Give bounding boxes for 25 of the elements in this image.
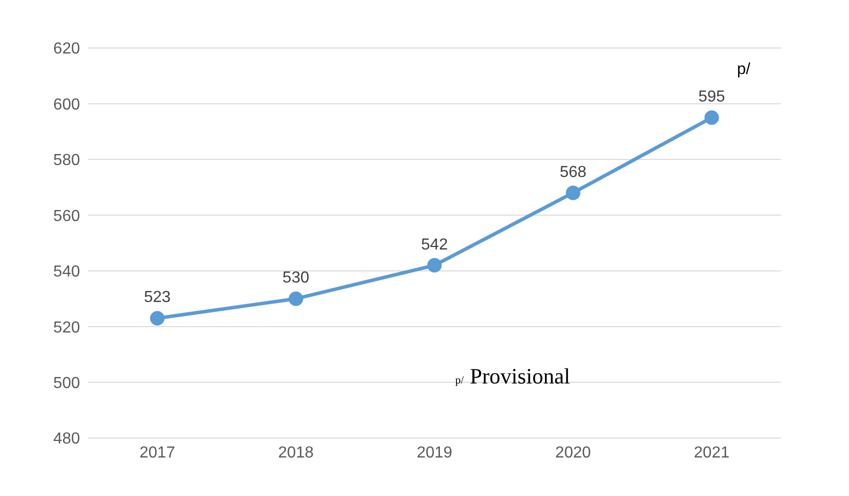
point [150, 310, 165, 326]
x-tick-label: 2017 [140, 444, 176, 462]
x-tick-label: 2020 [555, 444, 591, 462]
annotation: p/ Provisional [455, 363, 570, 388]
annotation: p/ [737, 61, 751, 78]
point [427, 258, 442, 273]
point [288, 291, 304, 306]
y-tick-label: 560 [53, 208, 80, 225]
point [566, 186, 580, 200]
y-tick-label: 480 [53, 430, 80, 448]
y-tick-label: 620 [53, 40, 80, 58]
y-tick-label: 540 [53, 264, 80, 281]
point [704, 110, 719, 125]
data-label: 568 [560, 164, 587, 181]
x-tick-label: 2021 [694, 444, 730, 462]
x-tick-label: 2019 [416, 444, 452, 462]
x-tick-label: 2018 [278, 444, 314, 462]
y-tick-label: 520 [53, 319, 80, 336]
data-label: 542 [421, 236, 448, 254]
data-label: 595 [698, 88, 726, 106]
y-tick-label: 500 [53, 374, 80, 392]
y-tick-label: 580 [53, 152, 80, 170]
data-label: 523 [144, 289, 171, 306]
data-label: 530 [282, 270, 310, 287]
y-tick-label: 600 [53, 96, 80, 114]
